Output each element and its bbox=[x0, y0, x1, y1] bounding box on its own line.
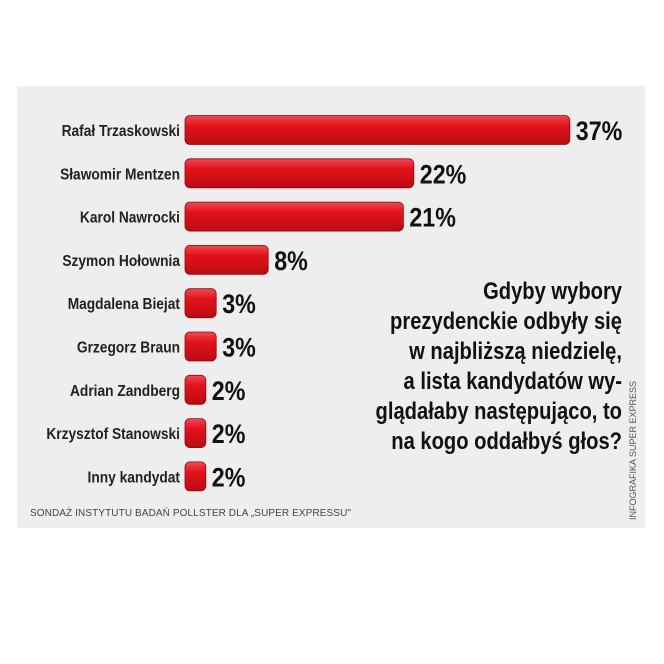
bar bbox=[184, 418, 207, 449]
bar bbox=[184, 115, 571, 145]
value-label: 21% bbox=[409, 203, 455, 233]
question-line: glądałaby następująco, to bbox=[375, 398, 622, 425]
question-line: na kogo oddałbyś głos? bbox=[391, 428, 622, 455]
value-label: 2% bbox=[212, 376, 246, 406]
category-label: Magdalena Biejat bbox=[68, 295, 180, 313]
question-line: a lista kandydatów wy- bbox=[403, 368, 622, 395]
category-label: Rafał Trzaskowski bbox=[62, 122, 180, 140]
bar bbox=[184, 288, 217, 319]
category-label: Grzegorz Braun bbox=[77, 339, 180, 357]
bar bbox=[184, 158, 415, 189]
category-label: Sławomir Mentzen bbox=[60, 165, 180, 183]
bar bbox=[184, 331, 217, 362]
bar bbox=[184, 201, 404, 232]
bar bbox=[184, 461, 207, 492]
category-label: Karol Nawrocki bbox=[80, 209, 180, 227]
value-label: 8% bbox=[274, 246, 308, 276]
value-label: 3% bbox=[222, 290, 256, 320]
value-label: 3% bbox=[222, 333, 256, 363]
question-line: prezydenckie odbyły się bbox=[390, 308, 622, 335]
value-label: 2% bbox=[212, 420, 246, 450]
source-note: SONDAŻ INSTYTUTU BADAŃ POLLSTER DLA „SUP… bbox=[30, 508, 352, 519]
value-label: 22% bbox=[420, 160, 466, 190]
question-line: Gdyby wybory bbox=[483, 278, 622, 305]
infographic-credit: INFOGRAFIKA SUPER EXPRESS bbox=[628, 380, 638, 520]
category-label: Adrian Zandberg bbox=[70, 382, 180, 400]
value-label: 2% bbox=[212, 463, 246, 493]
bar bbox=[184, 244, 269, 275]
category-label: Szymon Hołownia bbox=[62, 252, 180, 270]
question-line: w najbliższą niedzielę, bbox=[409, 338, 622, 365]
value-label: 37% bbox=[576, 116, 622, 146]
category-label: Inny kandydat bbox=[88, 468, 180, 486]
category-label: Krzysztof Stanowski bbox=[46, 425, 180, 443]
bar bbox=[184, 374, 207, 405]
chart-question: Gdyby wybory prezydenckie odbyły się w n… bbox=[320, 277, 622, 457]
